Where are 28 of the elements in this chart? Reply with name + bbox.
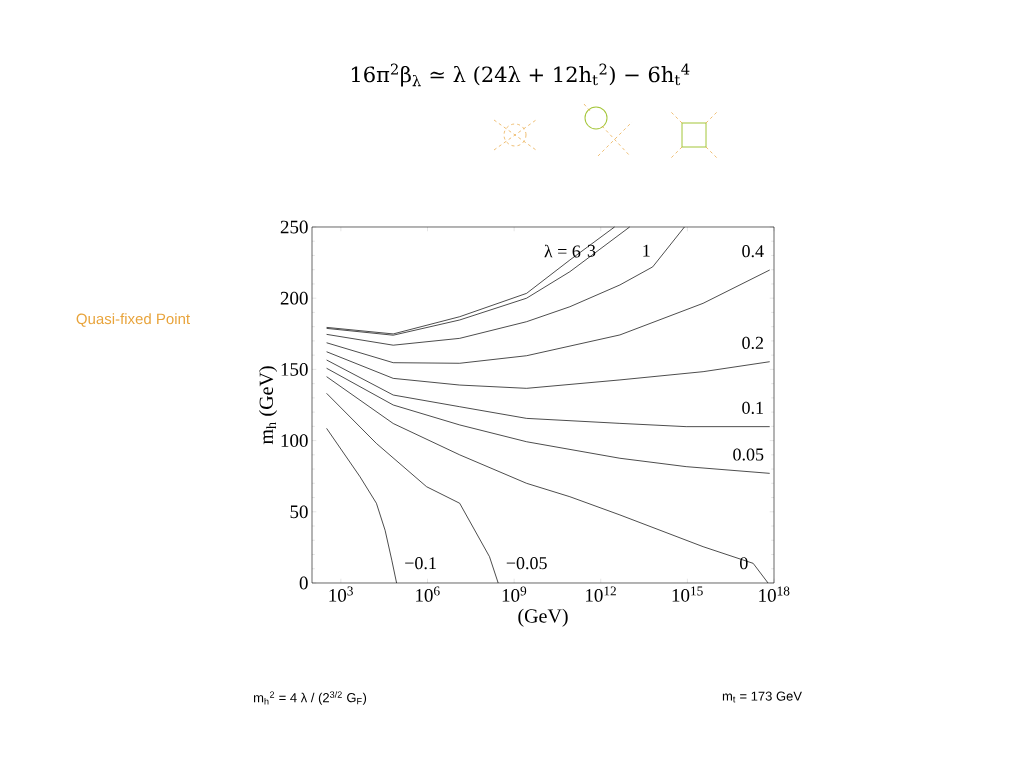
y-axis-title: m$_{h}$ (GeV): [258, 366, 278, 445]
series-label: 1: [643, 244, 650, 257]
y-tick-label: 0: [299, 576, 308, 590]
series-label: λ = 6: [544, 244, 581, 258]
text: Quasi-fixed Point: [76, 313, 190, 327]
x-tick-label: 10$^{6}$: [416, 586, 440, 602]
x-axis-title: (GeV): [518, 608, 568, 627]
text: m$_{h}$$^{2}$ = 4 λ / (2$^{3/2}$ G$_{F}$): [253, 691, 367, 705]
series-label: −0.1: [405, 557, 436, 570]
series-label: 0.2: [742, 336, 764, 350]
x-tick-label: 10$^{15}$: [672, 586, 703, 602]
y-tick-label: 150: [281, 363, 308, 376]
x-tick-label: 10$^{9}$: [502, 586, 527, 602]
series-label: −0.05: [506, 557, 547, 570]
series-label: 0: [740, 557, 748, 570]
chart-title: 16π$^{2}$β$_{λ}$ ≃ λ (24λ + 12h$_{t}$$^{2}$) − 6h$_{t}$4: [351, 63, 690, 87]
series-label: 3: [587, 244, 596, 257]
y-tick-label: 250: [280, 220, 308, 234]
y-tick-label: 50: [290, 505, 308, 519]
y-tick-label: 200: [280, 291, 308, 305]
x-tick-label: 10$^{3}$: [329, 586, 353, 602]
series-label: 0.05: [733, 448, 764, 461]
x-tick-label: 10$^{18}$: [759, 586, 790, 602]
y-tick-label: 100: [281, 434, 308, 448]
series-label: 0.4: [742, 245, 764, 258]
text: m$_{t}$ = 173 GeV: [722, 691, 802, 703]
x-tick-label: 10$^{12}$: [586, 586, 616, 602]
series-label: 0.1: [742, 401, 763, 414]
